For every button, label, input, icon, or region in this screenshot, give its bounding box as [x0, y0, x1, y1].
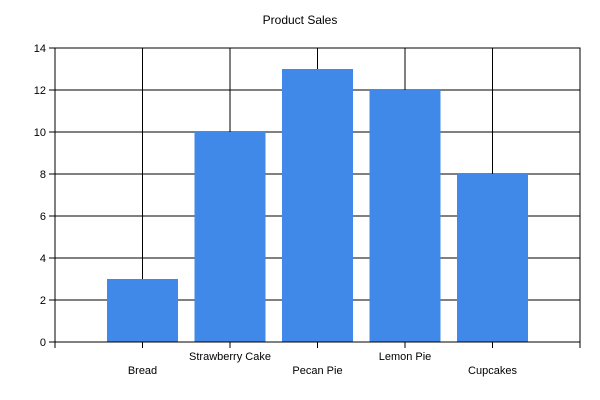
y-tick-label: 10 — [34, 127, 46, 139]
y-tick-label: 4 — [40, 253, 46, 265]
x-category-label: Cupcakes — [468, 365, 517, 377]
bar-lemon-pie — [369, 90, 441, 342]
y-tick-label: 12 — [34, 85, 46, 97]
x-category-label: Bread — [128, 365, 157, 377]
chart-title: Product Sales — [262, 13, 338, 27]
x-category-label: Pecan Pie — [292, 365, 342, 377]
x-category-label: Lemon Pie — [379, 351, 432, 363]
bar-strawberry-cake — [194, 132, 266, 342]
y-tick-label: 14 — [34, 43, 46, 55]
bar-cupcakes — [457, 174, 528, 342]
bar-pecan-pie — [282, 69, 353, 342]
y-tick-label: 8 — [40, 169, 46, 181]
bar-bread — [107, 279, 178, 342]
x-category-label: Strawberry Cake — [189, 351, 271, 363]
y-tick-label: 2 — [40, 295, 46, 307]
y-tick-label: 6 — [40, 211, 46, 223]
y-tick-label: 0 — [40, 337, 46, 349]
